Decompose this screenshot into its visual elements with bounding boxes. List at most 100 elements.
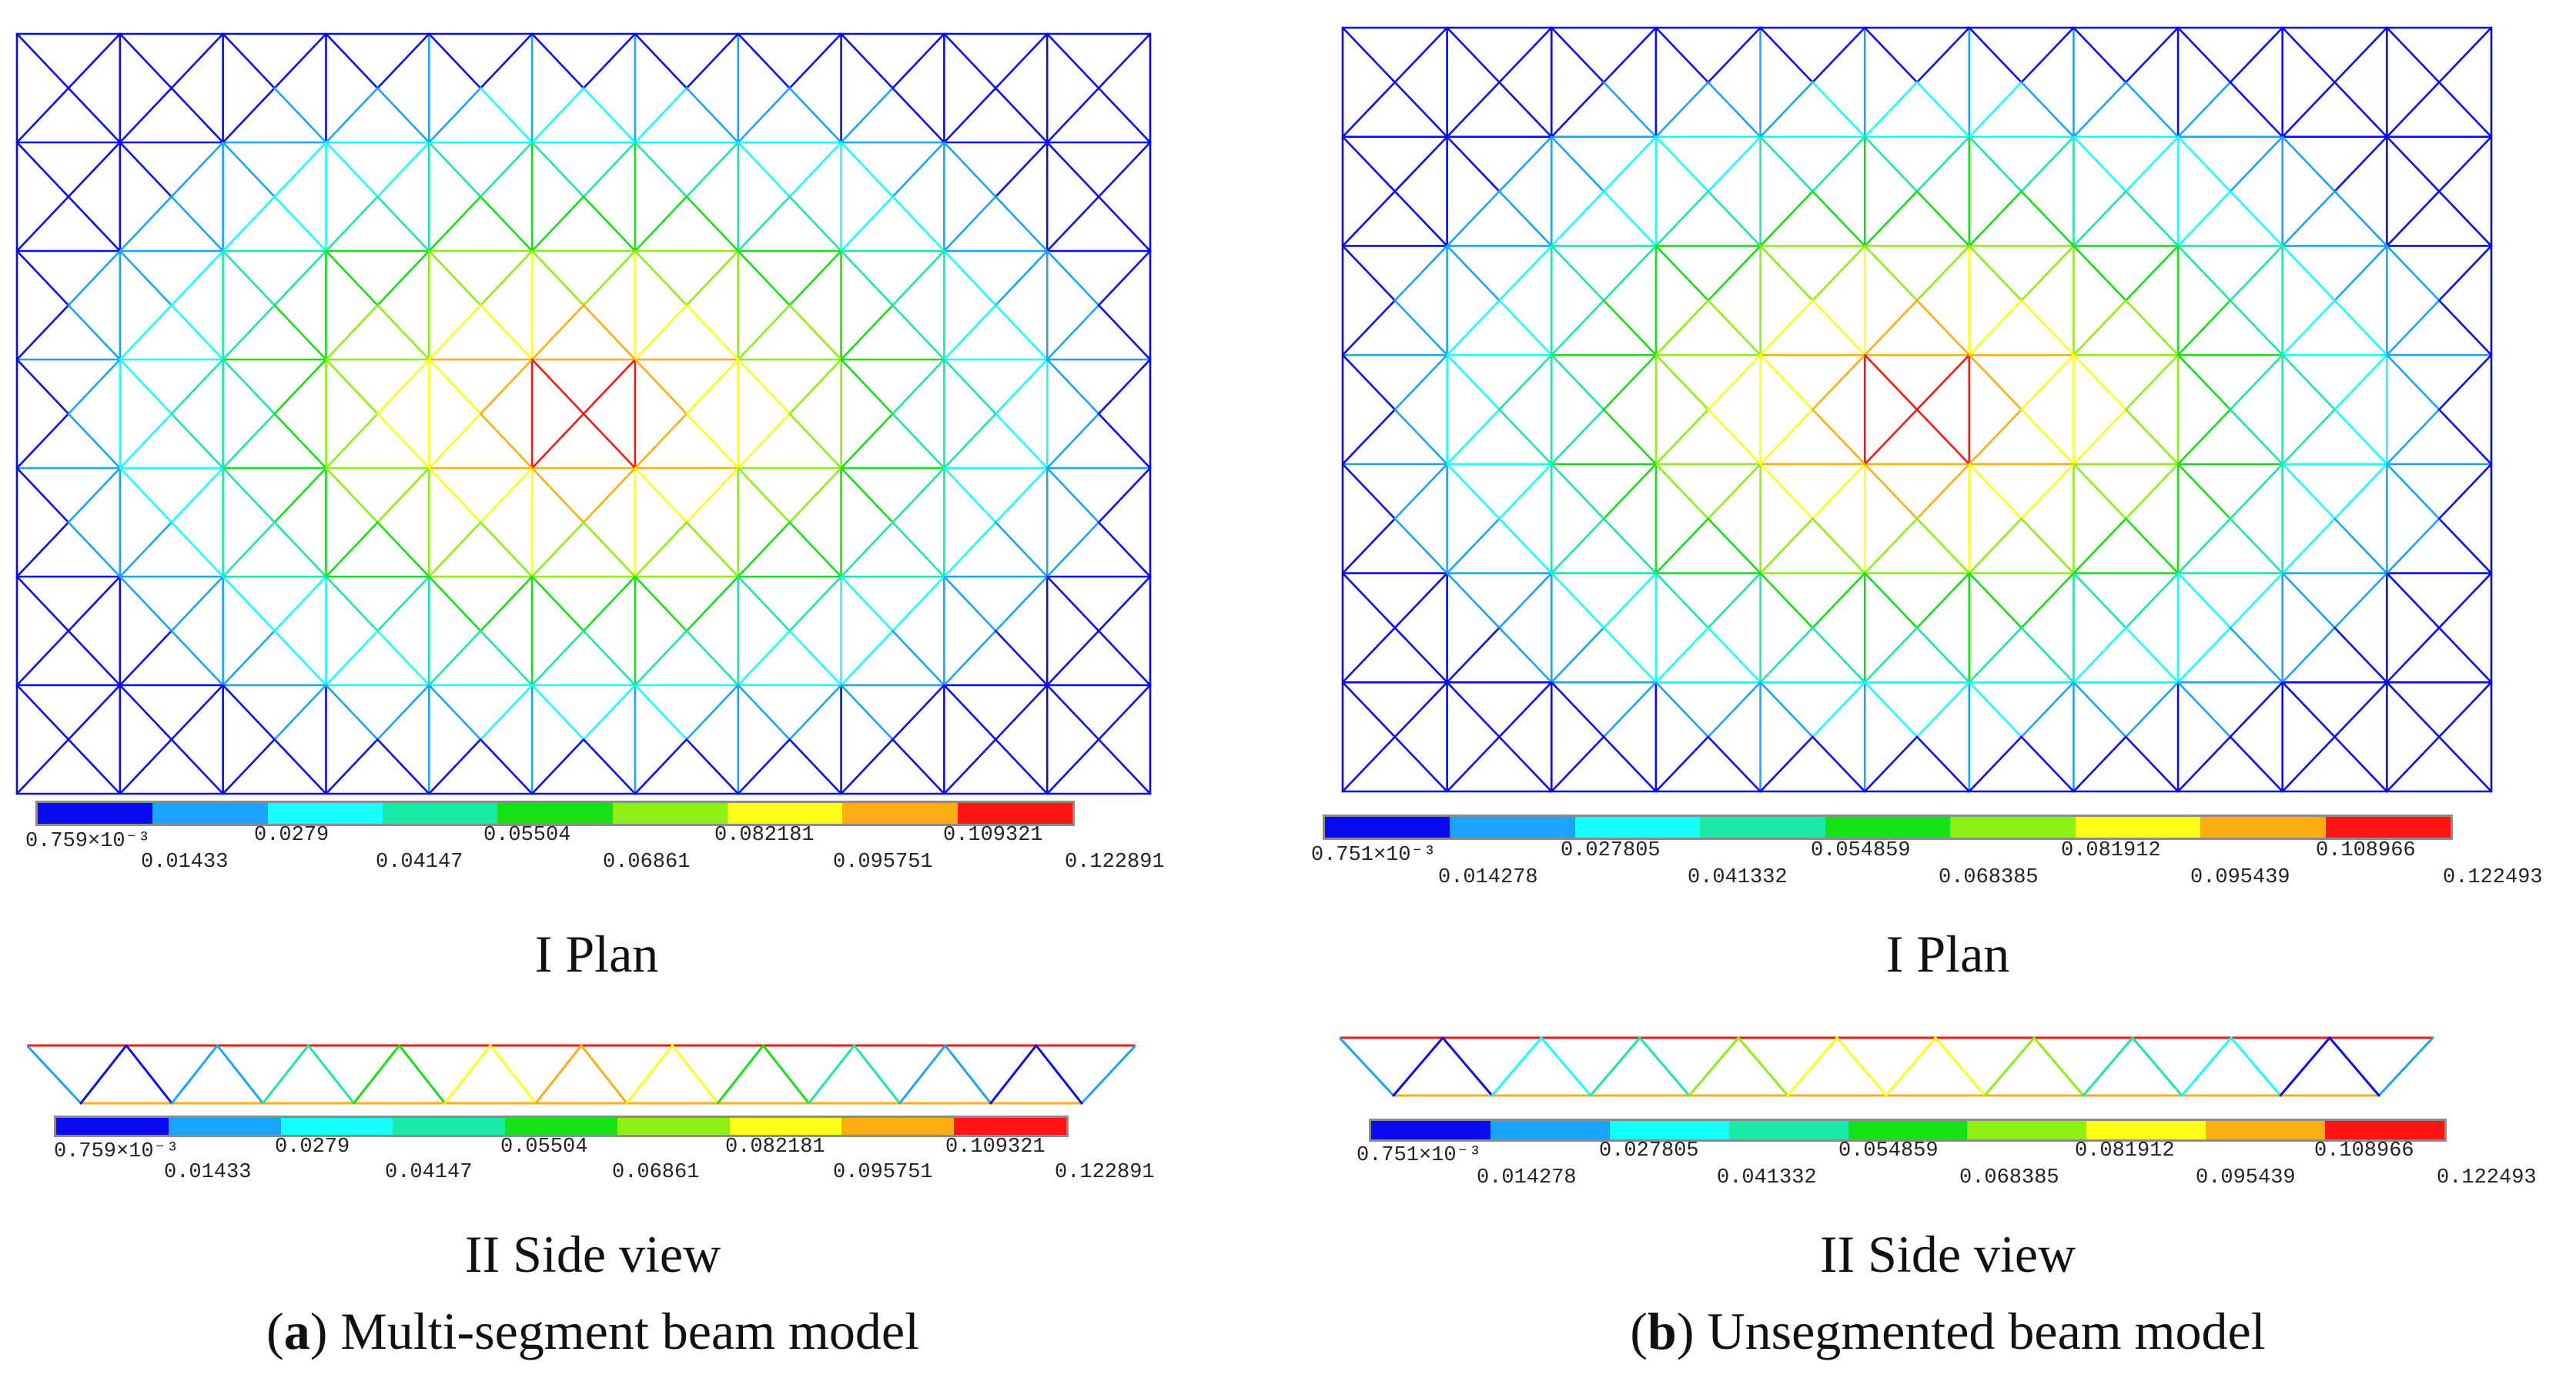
web-member (2229, 408, 2284, 466)
web-member (1045, 413, 1100, 470)
web-member (582, 141, 637, 198)
web-member (170, 249, 224, 306)
web-member (1707, 26, 1761, 84)
legend-tick: 0.05504 (500, 1136, 588, 1159)
web-member (273, 358, 327, 415)
web-member (1707, 463, 1761, 520)
web-member (119, 358, 173, 415)
web-member (737, 630, 791, 687)
web-member (1812, 463, 1866, 520)
web-member (325, 141, 379, 198)
plan-view-a (15, 32, 1152, 795)
web-member (1097, 467, 1152, 524)
web-member (1812, 627, 1866, 684)
web-member (2020, 135, 2075, 192)
legend-tick: 0.095751 (833, 851, 933, 874)
web-member (582, 87, 637, 144)
web-member (634, 413, 688, 470)
web-member (840, 575, 894, 632)
web-member (1654, 517, 1710, 574)
web-member (1446, 353, 1500, 411)
web-member (1550, 353, 1605, 411)
web-member (788, 358, 842, 415)
web-member (479, 141, 534, 198)
web-member (376, 141, 430, 198)
web-member (170, 738, 224, 795)
web-member (1759, 735, 1814, 793)
web-member (788, 630, 842, 687)
web-member (376, 87, 430, 144)
web-member (1707, 190, 1761, 247)
web-member (222, 249, 276, 306)
web-member (1550, 735, 1605, 793)
web-member (2176, 26, 2232, 84)
web-member (1550, 190, 1605, 247)
web-member (479, 630, 534, 687)
web-member (685, 630, 740, 687)
web-member (2386, 353, 2441, 411)
web-member (2386, 408, 2441, 466)
web-member (1341, 26, 1397, 84)
legend-swatch (56, 1118, 169, 1135)
legend-swatch (2206, 1121, 2326, 1139)
web-member (1812, 681, 1866, 738)
web-member (15, 684, 70, 741)
web-member (2333, 627, 2388, 684)
web-member (1498, 627, 1553, 684)
web-member (273, 32, 327, 89)
web-member (1393, 26, 1448, 84)
web-member (892, 196, 945, 253)
web-member (1915, 627, 1971, 684)
plan-title-a: I Plan (534, 925, 659, 983)
web-member (170, 413, 224, 470)
web-member (2230, 1036, 2282, 1097)
web-member (273, 575, 327, 632)
web-member (170, 32, 224, 89)
web-member (2333, 26, 2388, 84)
web-member (788, 521, 842, 578)
legend-tick: 0.014278 (1477, 1166, 1577, 1189)
web-member (943, 249, 997, 306)
web-member (685, 358, 740, 415)
web-member (1550, 245, 1605, 302)
web-member (2333, 408, 2388, 466)
web-member (1812, 517, 1866, 574)
web-member (943, 684, 997, 741)
web-member (222, 32, 276, 89)
web-member (994, 32, 1049, 89)
web-member (994, 684, 1049, 741)
web-member (634, 358, 688, 415)
web-member (634, 196, 688, 253)
web-member (1863, 135, 1919, 192)
web-member (427, 196, 482, 253)
web-member (1638, 1036, 1691, 1097)
web-member (1341, 81, 1397, 139)
web-member (2229, 81, 2284, 139)
web-member (1759, 299, 1814, 356)
web-member (840, 630, 894, 687)
web-member (1915, 26, 1971, 84)
web-member (2437, 572, 2493, 629)
web-member (2333, 190, 2388, 247)
web-member (325, 32, 379, 89)
web-member (582, 304, 637, 361)
web-member (1602, 735, 1658, 793)
web-member (1446, 572, 1500, 629)
web-member (1786, 1036, 1838, 1097)
legend-tick: 0.027805 (1599, 1139, 1699, 1163)
web-member (2386, 81, 2441, 139)
web-member (1968, 353, 2022, 411)
web-member (2073, 135, 2127, 192)
web-member (530, 467, 585, 524)
web-member (479, 32, 534, 89)
web-member (1097, 87, 1152, 144)
web-member (530, 249, 585, 306)
web-member (671, 1044, 719, 1105)
legend-swatch (393, 1118, 506, 1135)
web-member (2020, 190, 2075, 247)
web-member (2333, 353, 2388, 411)
web-member (1550, 408, 1605, 466)
web-member (943, 196, 997, 253)
web-member (1968, 245, 2022, 302)
web-member (2176, 463, 2232, 520)
